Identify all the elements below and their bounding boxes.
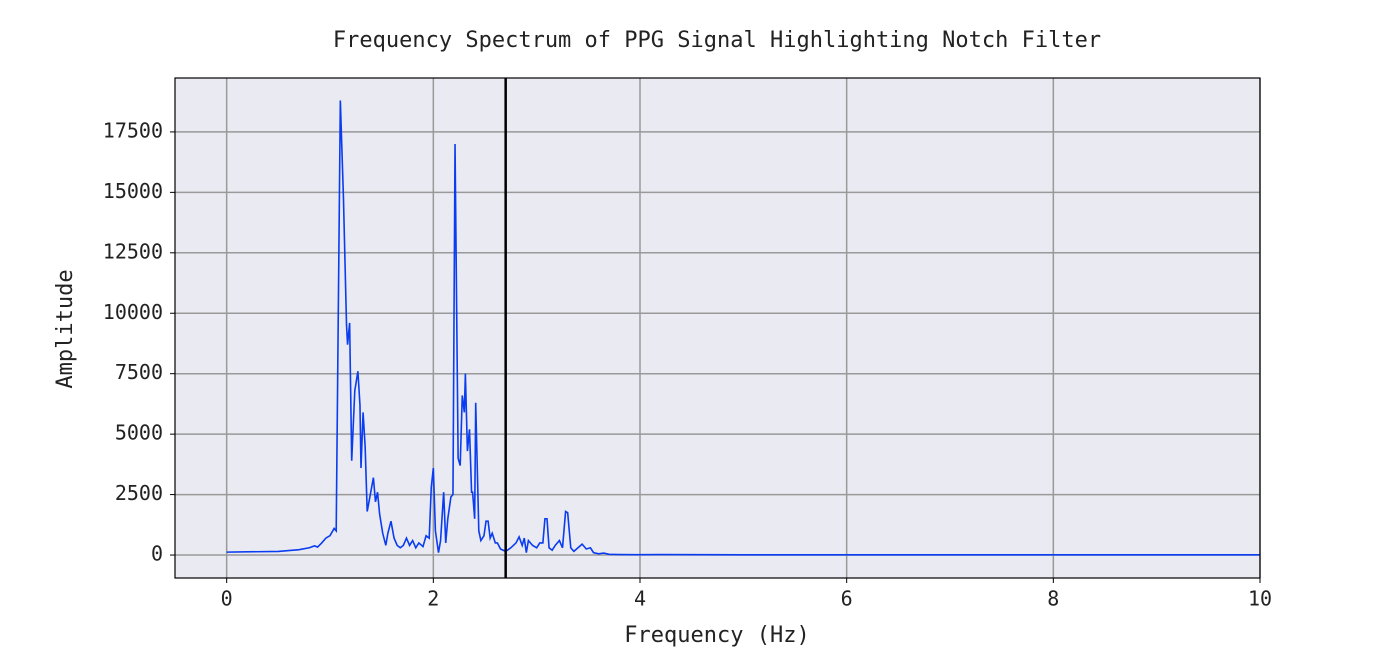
x-tick-label: 8 [1047,587,1059,611]
x-tick-label: 4 [634,587,646,611]
x-tick-label: 6 [841,587,853,611]
y-tick-label: 2500 [115,481,163,505]
y-tick-label: 15000 [103,179,163,203]
chart-title: Frequency Spectrum of PPG Signal Highlig… [333,28,1101,53]
y-axis-label: Amplitude [53,269,78,388]
x-tick-label: 10 [1248,587,1272,611]
x-tick-label: 2 [427,587,439,611]
y-tick-label: 10000 [103,300,163,324]
y-tick-label: 0 [151,542,163,566]
y-tick-label: 12500 [103,239,163,263]
y-tick-label: 5000 [115,421,163,445]
spectrum-line [226,100,1260,556]
y-tick-label: 7500 [115,360,163,384]
x-tick-label: 0 [221,587,233,611]
y-tick-label: 17500 [103,118,163,142]
plot-frame [174,77,1261,579]
x-axis-label: Frequency (Hz) [624,623,809,648]
